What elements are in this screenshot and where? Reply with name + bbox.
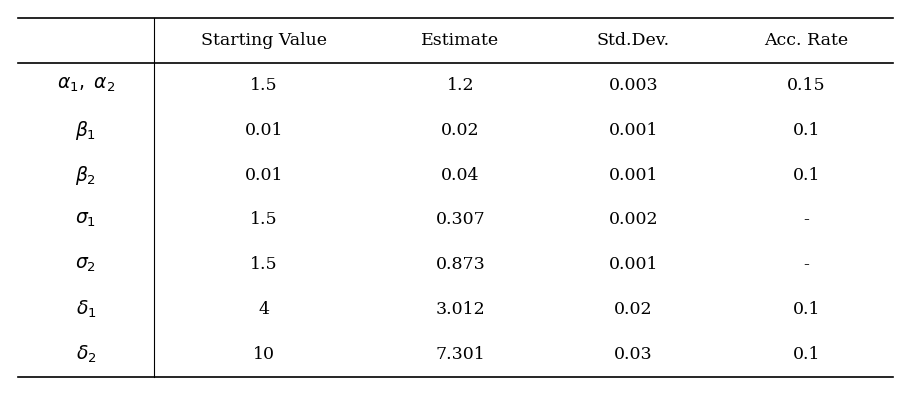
Text: 0.1: 0.1 — [793, 167, 820, 184]
Text: $\beta_1$: $\beta_1$ — [76, 118, 97, 142]
Text: 0.001: 0.001 — [609, 256, 658, 273]
Text: $\beta_2$: $\beta_2$ — [76, 164, 97, 186]
Text: 10: 10 — [252, 346, 275, 363]
Text: -: - — [804, 211, 809, 228]
Text: 1.5: 1.5 — [250, 77, 278, 94]
Text: 0.001: 0.001 — [609, 122, 658, 139]
Text: 0.03: 0.03 — [614, 346, 653, 363]
Text: 0.001: 0.001 — [609, 167, 658, 184]
Text: $\alpha_1,\ \alpha_2$: $\alpha_1,\ \alpha_2$ — [56, 76, 115, 94]
Text: 0.1: 0.1 — [793, 346, 820, 363]
Text: $\delta_2$: $\delta_2$ — [76, 344, 97, 365]
Text: 0.307: 0.307 — [435, 211, 486, 228]
Text: 7.301: 7.301 — [435, 346, 486, 363]
Text: 1.5: 1.5 — [250, 211, 278, 228]
Text: Estimate: Estimate — [421, 32, 499, 49]
Text: 0.02: 0.02 — [614, 301, 653, 318]
Text: $\delta_1$: $\delta_1$ — [76, 299, 97, 320]
Text: $\sigma_1$: $\sigma_1$ — [76, 211, 97, 229]
Text: Starting Value: Starting Value — [200, 32, 327, 49]
Text: 0.1: 0.1 — [793, 301, 820, 318]
Text: 0.1: 0.1 — [793, 122, 820, 139]
Text: Acc. Rate: Acc. Rate — [764, 32, 848, 49]
Text: 0.04: 0.04 — [441, 167, 479, 184]
Text: $\sigma_2$: $\sigma_2$ — [76, 256, 97, 274]
Text: 0.003: 0.003 — [609, 77, 659, 94]
Text: 0.02: 0.02 — [441, 122, 480, 139]
Text: 0.15: 0.15 — [787, 77, 825, 94]
Text: 1.5: 1.5 — [250, 256, 278, 273]
Text: 3.012: 3.012 — [435, 301, 486, 318]
Text: Std.Dev.: Std.Dev. — [597, 32, 670, 49]
Text: 0.01: 0.01 — [244, 167, 283, 184]
Text: 1.2: 1.2 — [446, 77, 475, 94]
Text: 0.002: 0.002 — [609, 211, 659, 228]
Text: -: - — [804, 256, 809, 273]
Text: 0.873: 0.873 — [435, 256, 486, 273]
Text: 4: 4 — [258, 301, 270, 318]
Text: 0.01: 0.01 — [244, 122, 283, 139]
